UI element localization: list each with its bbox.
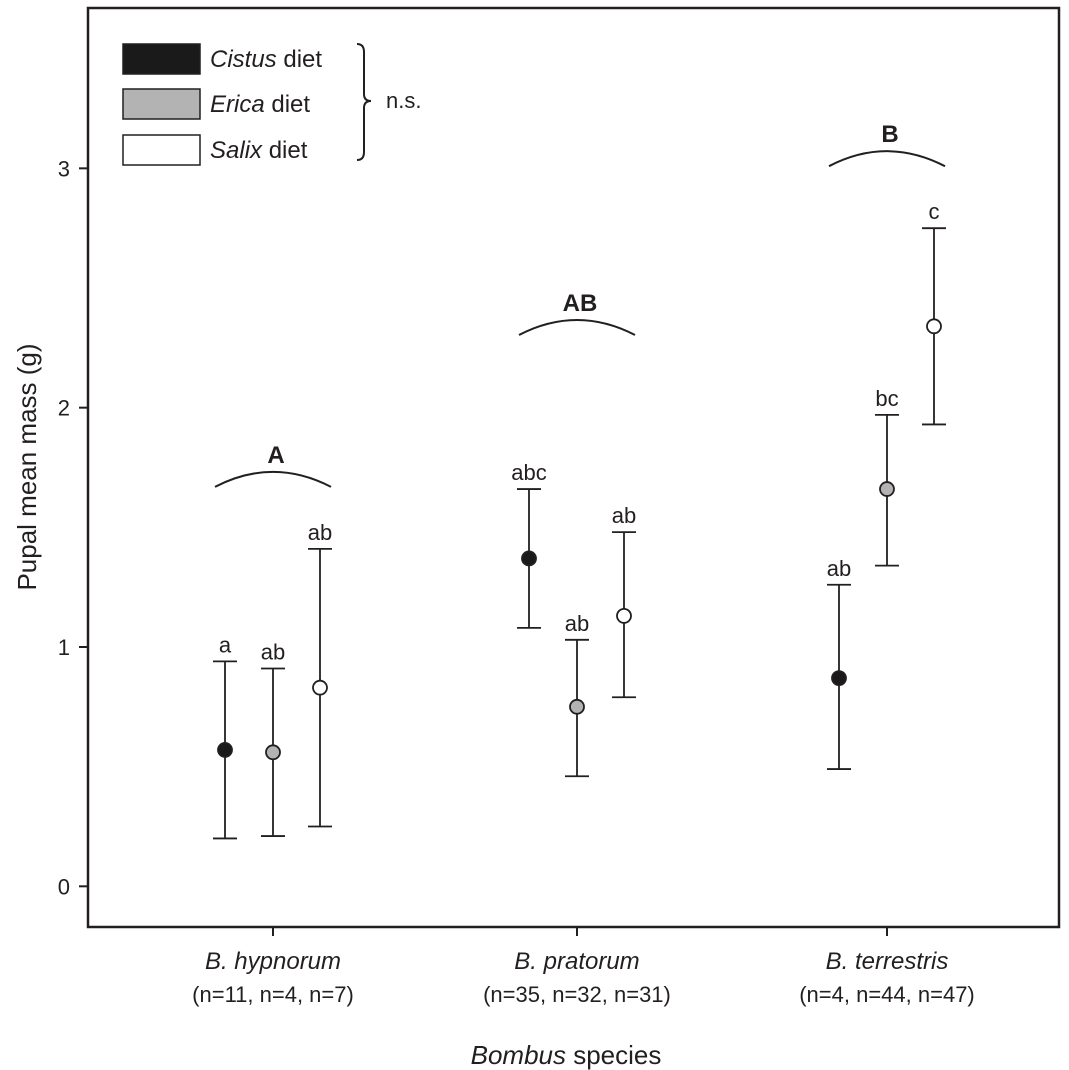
significance-label: ab <box>612 503 636 528</box>
y-tick-label: 3 <box>58 156 70 181</box>
data-point <box>217 742 233 758</box>
significance-label: ab <box>261 640 285 665</box>
y-tick-label: 0 <box>58 874 70 899</box>
legend-swatch-cistus <box>122 43 201 75</box>
data-point <box>831 670 847 687</box>
legend-swatch-salix <box>122 134 201 166</box>
significance-label: a <box>219 632 232 657</box>
significance-label: ab <box>565 611 589 636</box>
group-bracket <box>214 470 332 488</box>
data-point <box>569 698 585 715</box>
significance-label: ab <box>308 520 332 545</box>
data-marks: Aa ab ab AB abc ab ab Bab bc c <box>213 121 946 840</box>
y-axis: 0 1 2 3 <box>58 156 88 899</box>
data-point <box>312 679 328 696</box>
x-category-sample-sizes: (n=35, n=32, n=31) <box>483 982 671 1007</box>
significance-label: bc <box>875 386 898 411</box>
y-tick-label: 2 <box>58 396 70 421</box>
group-letter: B <box>881 121 898 148</box>
data-point <box>926 318 942 335</box>
x-category-sample-sizes: (n=11, n=4, n=7) <box>192 982 354 1007</box>
x-axis-title-italic: Bombus <box>471 1040 566 1070</box>
group-bracket <box>828 150 946 168</box>
legend-brace <box>356 43 372 161</box>
x-category-label: B. terrestris <box>826 948 949 975</box>
group-bracket <box>518 319 636 336</box>
y-axis-title: Pupal mean mass (g) <box>12 343 42 590</box>
legend: Cistus diet Erica diet Salix diet n.s. <box>122 43 421 166</box>
data-point <box>265 744 281 761</box>
data-point <box>616 607 632 624</box>
x-axis-categories: B. hypnorum (n=11, n=4, n=7) B. pratorum (n… <box>192 927 975 1007</box>
significance-label: abc <box>511 460 546 485</box>
plot-frame <box>86 6 1061 929</box>
x-category-sample-sizes: (n=4, n=44, n=47) <box>799 982 975 1007</box>
legend-note: n.s. <box>386 88 421 113</box>
group-letter: A <box>267 442 284 469</box>
significance-label: c <box>929 199 940 224</box>
data-point <box>879 481 895 497</box>
legend-label-salix: Salix diet <box>210 137 308 164</box>
legend-label-erica: Erica diet <box>210 91 310 118</box>
x-category-label: B. hypnorum <box>205 948 341 975</box>
legend-label-cistus: Cistus diet <box>210 46 322 73</box>
data-point <box>521 550 537 567</box>
x-axis-title-rest: species <box>566 1040 661 1070</box>
legend-swatch-erica <box>122 88 201 120</box>
x-category-label: B. pratorum <box>514 948 639 975</box>
significance-label: ab <box>827 556 851 581</box>
x-axis-title: Bombus species <box>471 1040 662 1070</box>
group-letter: AB <box>563 290 598 317</box>
y-tick-label: 1 <box>58 635 70 660</box>
